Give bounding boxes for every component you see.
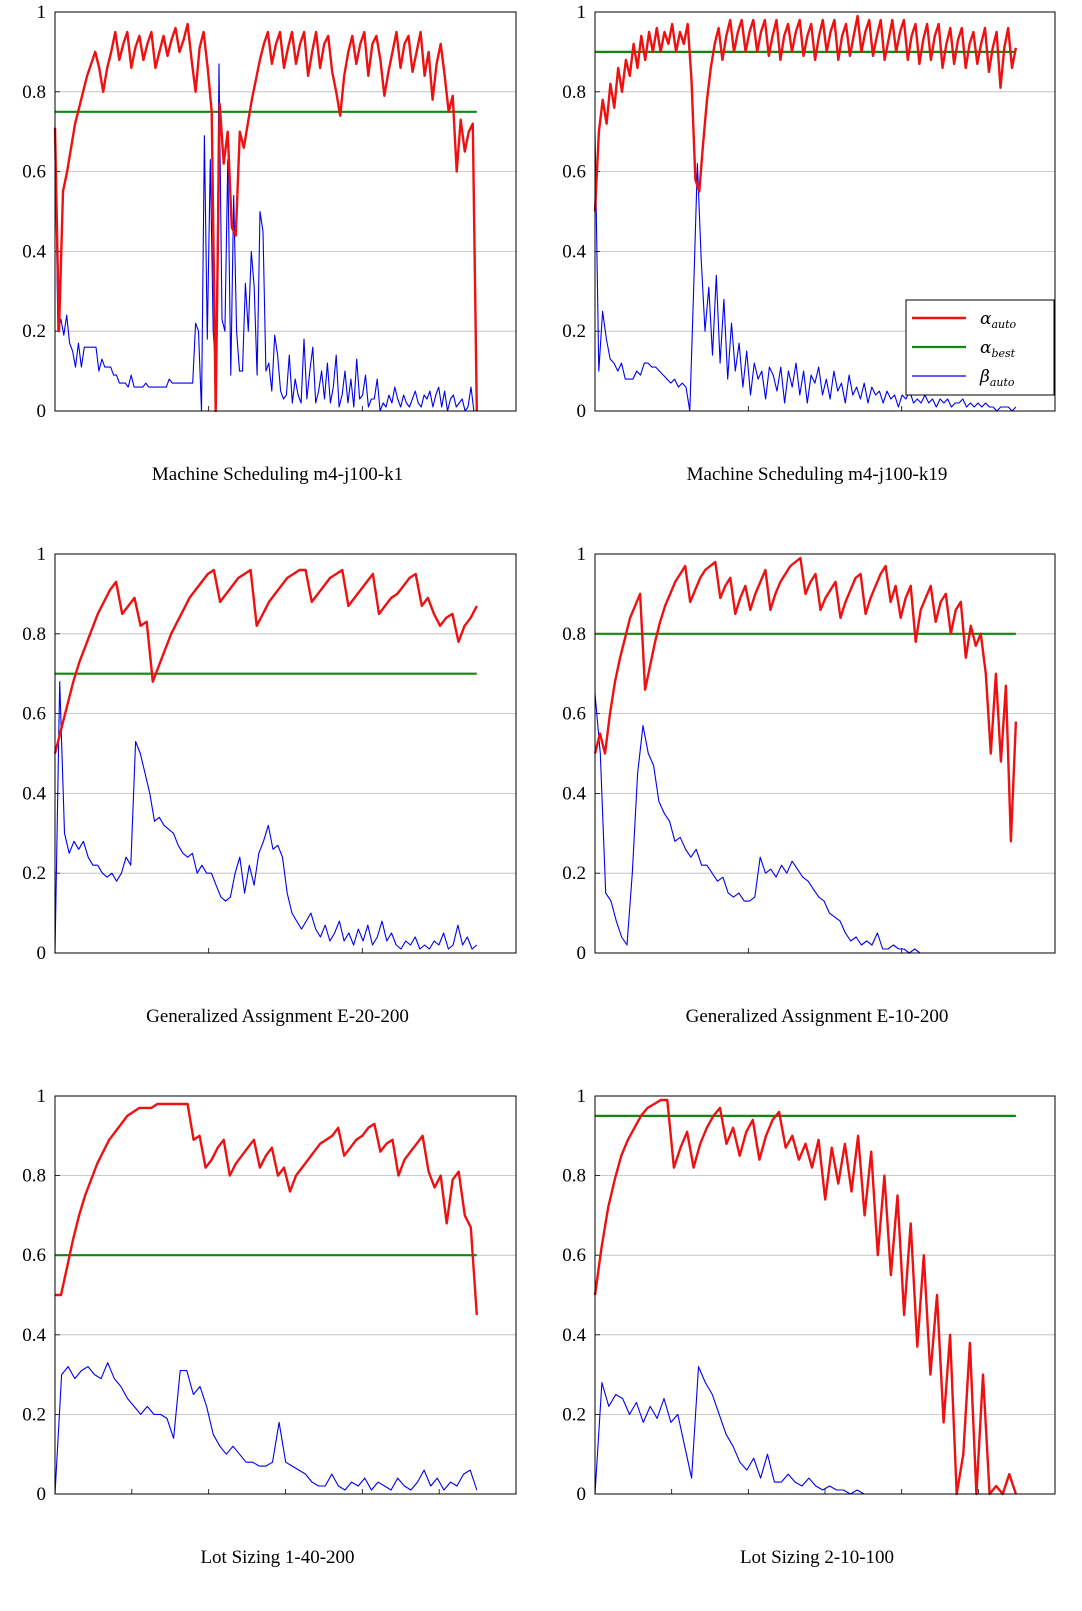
y-tick-label: 0.4: [562, 241, 586, 262]
y-tick-label: 0.2: [22, 863, 46, 884]
y-tick-label: 0.6: [22, 704, 46, 725]
y-tick-label: 0.8: [22, 1166, 46, 1187]
y-tick-label: 0: [37, 401, 47, 422]
plot-frame: [594, 553, 1056, 954]
series-line-blue: [54, 63, 477, 412]
chart-panel-5: 0 0.2 0.4 0.6 0.8 1 Lot Sizing 1-40-200: [22, 1086, 517, 1568]
series-line-red: [55, 1102, 478, 1315]
chart-panel-1: 0 0.2 0.4 0.6 0.8 1 Machine Scheduling m4-j100…: [22, 2, 517, 485]
series-line-blue: [594, 693, 1016, 954]
y-tick-label: 1: [37, 2, 47, 23]
y-tick-label: 0.8: [22, 82, 46, 103]
y-tick-label: 0.2: [562, 321, 586, 342]
y-tick-label: 0.2: [22, 1404, 46, 1425]
y-tick-label: 0.6: [22, 1245, 46, 1266]
y-tick-label: 0.2: [22, 321, 46, 342]
plot-frame: [594, 1095, 1056, 1495]
legend-label: αbest: [980, 338, 1016, 360]
series-line-blue: [54, 1362, 478, 1495]
plot-frame: [54, 553, 517, 954]
y-tick-label: 0.6: [562, 162, 586, 183]
series-line-blue: [594, 131, 1017, 412]
chart-panel-4: 0 0.2 0.4 0.6 0.8 1 Generalized Assignment E-1…: [562, 544, 1056, 1027]
y-tick-label: 0.8: [22, 624, 46, 645]
y-tick-label: 1: [577, 2, 587, 23]
series-line-blue: [54, 681, 478, 954]
y-tick-label: 1: [37, 544, 47, 565]
y-tick-label: 1: [577, 1086, 587, 1107]
chart-caption: Generalized Assignment E-10-200: [686, 1006, 949, 1027]
series-line-red: [53, 22, 478, 413]
y-tick-label: 1: [577, 544, 587, 565]
chart-caption: Lot Sizing 1-40-200: [200, 1547, 354, 1568]
chart-panel-2: 0 0.2 0.4 0.6 0.8 1 Machine Scheduling m4-j100…: [562, 2, 1056, 485]
y-tick-label: 0.4: [22, 241, 46, 262]
y-tick-label: 0.2: [562, 863, 586, 884]
series-line-red: [53, 568, 478, 754]
y-tick-label: 0.8: [562, 1166, 586, 1187]
y-tick-label: 0.6: [562, 1245, 586, 1266]
y-tick-label: 0: [577, 401, 587, 422]
series-line-red: [593, 14, 1018, 212]
y-tick-label: 0.4: [22, 1325, 46, 1346]
y-tick-label: 1: [37, 1086, 47, 1107]
plot-frame: [54, 11, 517, 412]
legend-label: βauto: [979, 367, 1015, 389]
chart-panel-3: 0 0.2 0.4 0.6 0.8 1 Generalized Assignment E-2…: [22, 544, 517, 1027]
chart-caption: Lot Sizing 2-10-100: [740, 1547, 894, 1568]
y-tick-label: 0.4: [22, 783, 46, 804]
chart-panel-6: 0 0.2 0.4 0.6 0.8 1 Lot Sizing 2-10-100: [562, 1086, 1056, 1568]
y-tick-label: 0.6: [22, 162, 46, 183]
y-tick-label: 0.4: [562, 783, 586, 804]
y-tick-label: 0: [577, 943, 587, 964]
chart-caption: Generalized Assignment E-20-200: [146, 1006, 409, 1027]
y-tick-label: 0: [577, 1484, 587, 1505]
legend: αauto αbest βauto: [905, 299, 1055, 396]
chart-caption: Machine Scheduling m4-j100-k1: [152, 464, 403, 485]
series-line-red: [593, 1098, 1018, 1496]
legend-label: αauto: [980, 309, 1017, 331]
plot-frame: [594, 11, 1056, 412]
y-tick-label: 0.8: [562, 82, 586, 103]
chart-caption: Machine Scheduling m4-j100-k19: [687, 464, 948, 485]
series-line-red: [593, 556, 1018, 843]
plot-frame: [54, 1095, 517, 1495]
y-tick-label: 0: [37, 943, 47, 964]
y-tick-label: 0.6: [562, 704, 586, 725]
y-tick-label: 0.2: [562, 1404, 586, 1425]
y-tick-label: 0.4: [562, 1325, 586, 1346]
y-tick-label: 0: [37, 1484, 47, 1505]
y-tick-label: 0.8: [562, 624, 586, 645]
